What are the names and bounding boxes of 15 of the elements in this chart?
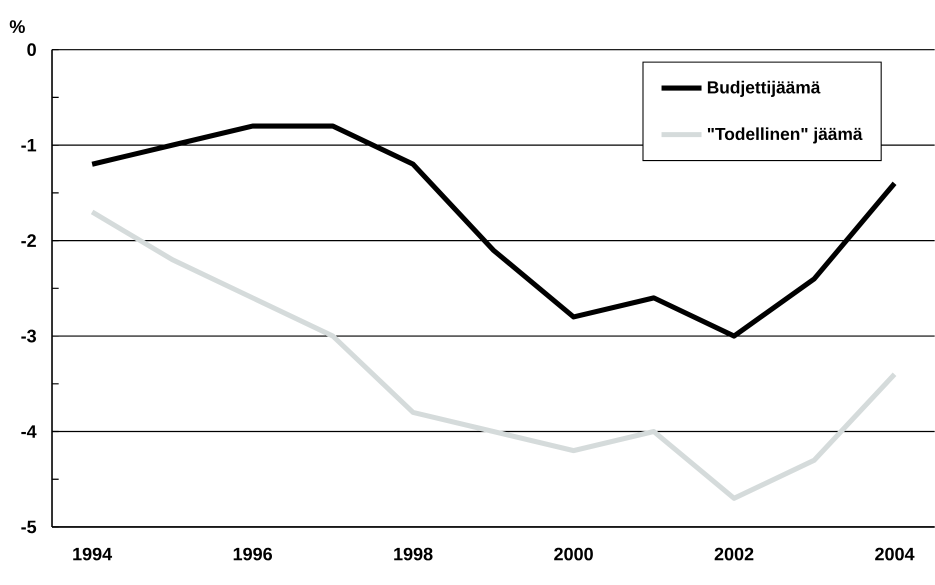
y-tick-label: 0 xyxy=(27,43,36,56)
x-tick-label: 1994 xyxy=(73,548,112,560)
x-tick-label: 2002 xyxy=(714,548,754,560)
y-tick-label: -4 xyxy=(21,425,37,438)
y-axis-title: % xyxy=(10,20,25,33)
y-tick-label: -2 xyxy=(21,234,36,247)
x-tick-label: 2000 xyxy=(554,548,593,560)
y-tick-label: -5 xyxy=(21,520,36,534)
y-tick-label: -1 xyxy=(21,138,36,152)
y-tick-label: -3 xyxy=(21,330,36,342)
x-tick-label: 1998 xyxy=(394,548,433,560)
legend-label: Budjettijäämä xyxy=(708,80,820,97)
x-tick-label: 2004 xyxy=(875,548,914,560)
legend-label: "Todellinen" jäämä xyxy=(708,127,863,144)
x-tick-label: 1996 xyxy=(234,548,272,560)
